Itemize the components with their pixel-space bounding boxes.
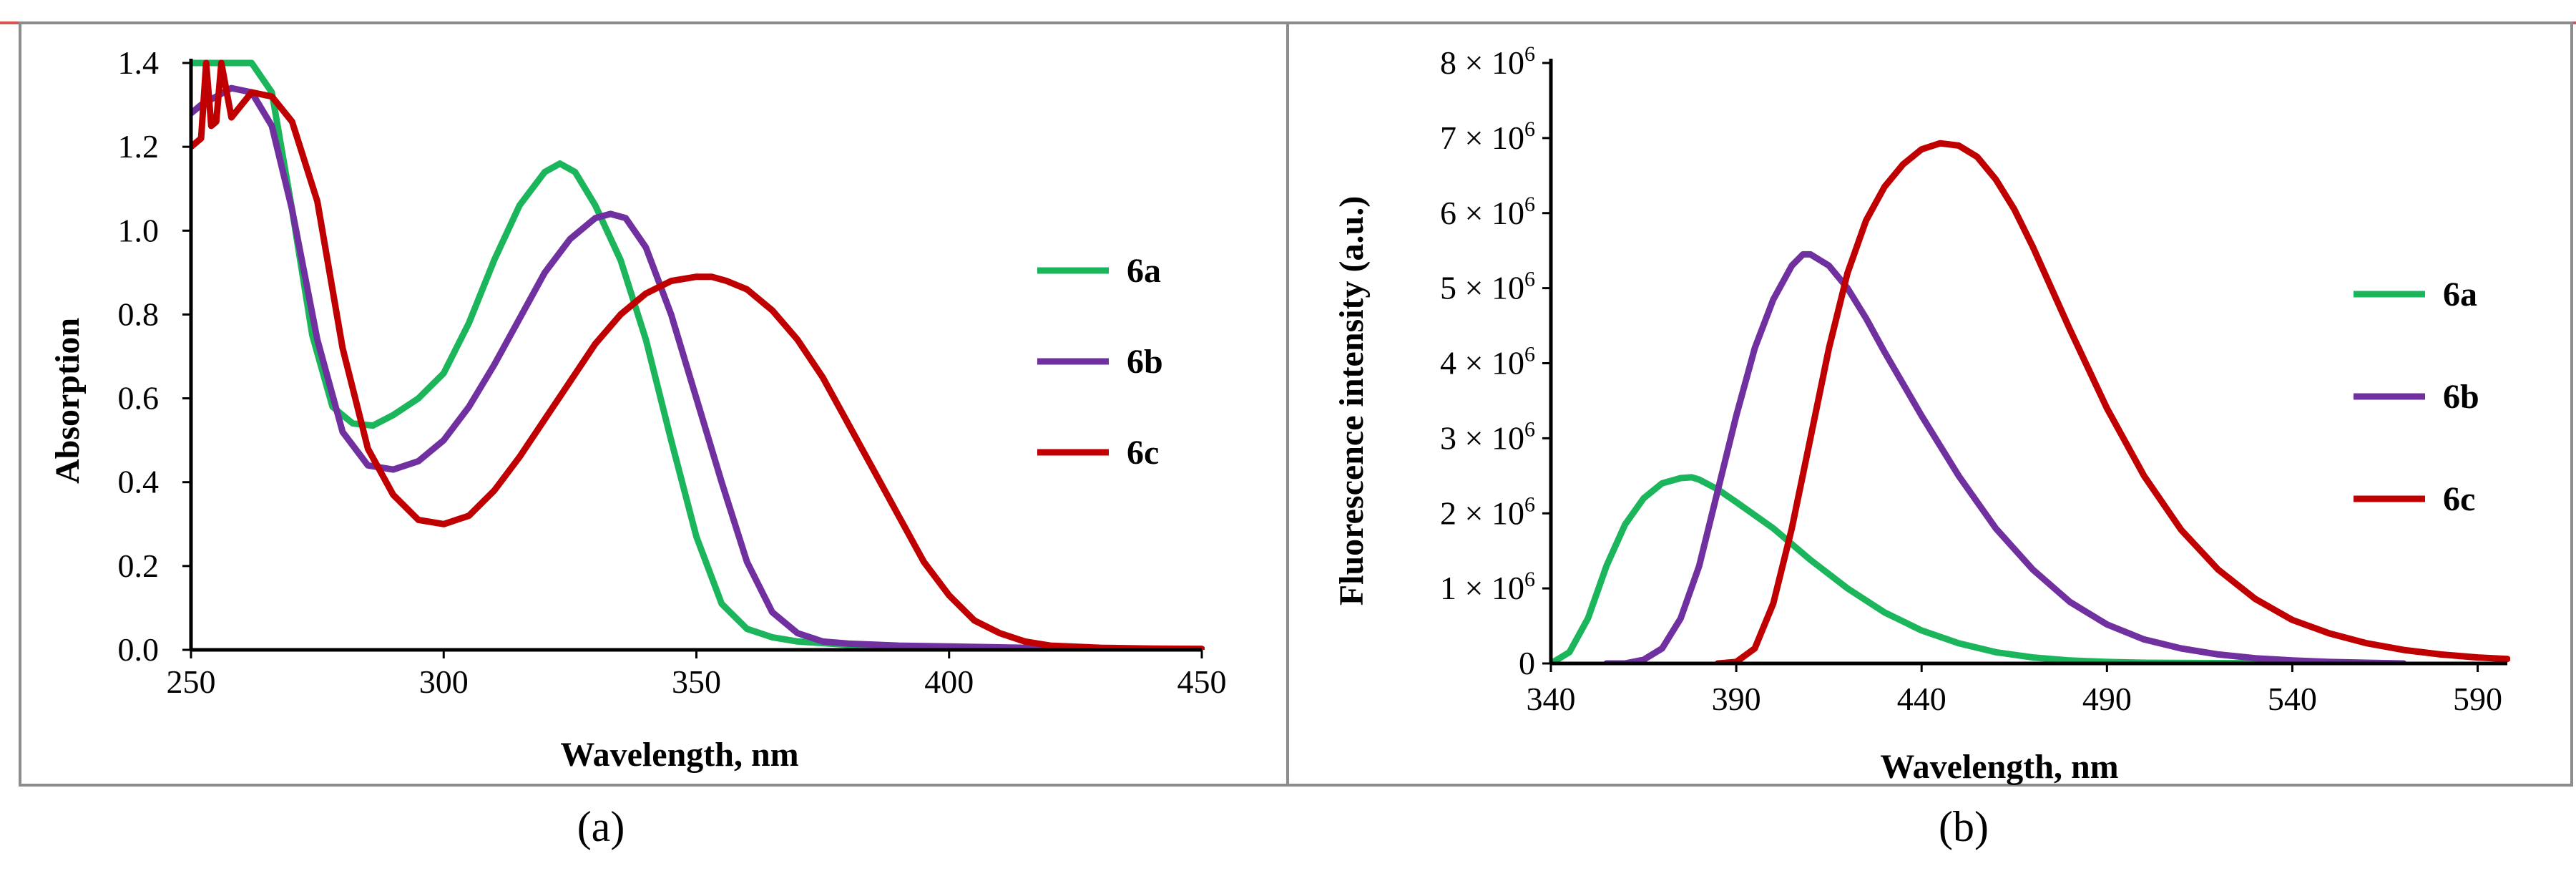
panel-b-x-tick-label: 540 [2268, 681, 2317, 717]
panel-a-x-tick-label: 450 [1177, 663, 1227, 700]
panel-b-y-tick-label-exponent: 6 [1524, 193, 1535, 216]
panel-b-y-tick-label: 5 × 106 [1440, 268, 1535, 306]
panel-a-x-tick-label: 350 [672, 663, 721, 700]
panel-b-y-tick-label-exponent: 6 [1524, 42, 1535, 66]
panel-b-x-tick-label: 340 [1527, 681, 1576, 717]
panel-b-x-axis-title: Wavelength, nm [1880, 748, 2118, 786]
panel-a-y-tick-label: 0.8 [118, 296, 160, 332]
panel-b-y-tick-label: 3 × 106 [1440, 417, 1535, 456]
panel-a-x-axis-title: Wavelength, nm [560, 736, 798, 774]
panel-b-y-tick-label: 2 × 106 [1440, 492, 1535, 531]
panel-b-x-tick-label: 440 [1897, 681, 1946, 717]
panel-a-y-tick-label: 0.6 [118, 380, 160, 417]
panel-b-y-tick-label: 0 [1519, 645, 1535, 681]
panel-b-y-tick-label-exponent: 6 [1524, 343, 1535, 366]
panel-b-x-tick-label: 490 [2082, 681, 2132, 717]
panel-b-y-tick-label-exponent: 6 [1524, 417, 1535, 441]
panel-b-y-tick-label-exponent: 6 [1524, 117, 1535, 141]
panel-b-y-tick-label: 6 × 106 [1440, 193, 1535, 231]
panel-a-x-tick-label: 300 [419, 663, 469, 700]
panel-b-series-6b-line [1603, 250, 2407, 663]
panel-a-y-axis-title: Absorption [49, 318, 87, 484]
panel-b-legend-label-6c: 6c [2443, 480, 2475, 518]
panel-a-y-tick-label: 1.0 [118, 212, 160, 248]
panel-a-chart: 250 300 350 400 450 0.0 0.2 0.4 0.6 0.8 1.0 1.2 1.4… [49, 44, 1227, 850]
panel-b-y-tick-label-base: 8 × 10 [1440, 44, 1524, 81]
panel-a-y-tick-label: 1.2 [118, 128, 160, 165]
panel-b-y-tick-label-base: 7 × 10 [1440, 120, 1524, 156]
panel-b-y-tick-label-base: 4 × 10 [1440, 345, 1524, 381]
panel-a-series-6c-line [191, 59, 1205, 650]
panel-b-legend-label-6a: 6a [2443, 276, 2477, 313]
panel-a-y-tick-label: 0.0 [118, 631, 160, 668]
panel-a-series-6b-line [191, 84, 1205, 650]
panel-a-x-tick-label: 250 [167, 663, 216, 700]
panel-b-y-tick-label-base: 3 × 10 [1440, 419, 1524, 456]
panel-b-legend-label-6b: 6b [2443, 378, 2479, 416]
panel-b-y-tick-label-base: 5 × 10 [1440, 270, 1524, 306]
panel-b-y-tick-label-exponent: 6 [1524, 568, 1535, 591]
panel-b-caption: (b) [1939, 803, 1989, 850]
panel-b-x-tick-label: 390 [1712, 681, 1761, 717]
panel-b-x-tick-label: 590 [2453, 681, 2502, 717]
panel-a-y-tick-label: 0.2 [118, 548, 160, 584]
panel-a-legend-label-6c: 6c [1127, 434, 1159, 472]
panel-a-legend-label-6b: 6b [1127, 343, 1163, 381]
panel-b-y-axis-title: Fluorescence intensity (a.u.) [1333, 196, 1371, 605]
panel-b-y-tick-label: 8 × 106 [1440, 42, 1535, 81]
panel-a-y-tick-label: 0.4 [118, 464, 160, 500]
panel-b-y-tick-label: 4 × 106 [1440, 343, 1535, 381]
panel-b-y-tick-label-exponent: 6 [1524, 492, 1535, 516]
panel-b-y-tick-label: 7 × 106 [1440, 117, 1535, 156]
panel-b-series-6c-line [1714, 140, 2510, 663]
panel-b-frame [1286, 21, 2573, 787]
panel-b-y-tick-label-base: 2 × 10 [1440, 495, 1524, 531]
panel-a-x-tick-label: 400 [924, 663, 974, 700]
panel-a-legend-label-6a: 6a [1127, 252, 1161, 290]
panel-b-y-tick-label: 1 × 106 [1440, 568, 1535, 606]
panel-a-y-tick-label: 1.4 [118, 44, 160, 81]
panel-b-y-tick-label-exponent: 6 [1524, 268, 1535, 291]
panel-b-y-tick-label-base: 1 × 10 [1440, 570, 1524, 606]
panel-a-caption: (a) [577, 803, 625, 850]
panel-b-y-tick-label-base: 6 × 10 [1440, 195, 1524, 231]
